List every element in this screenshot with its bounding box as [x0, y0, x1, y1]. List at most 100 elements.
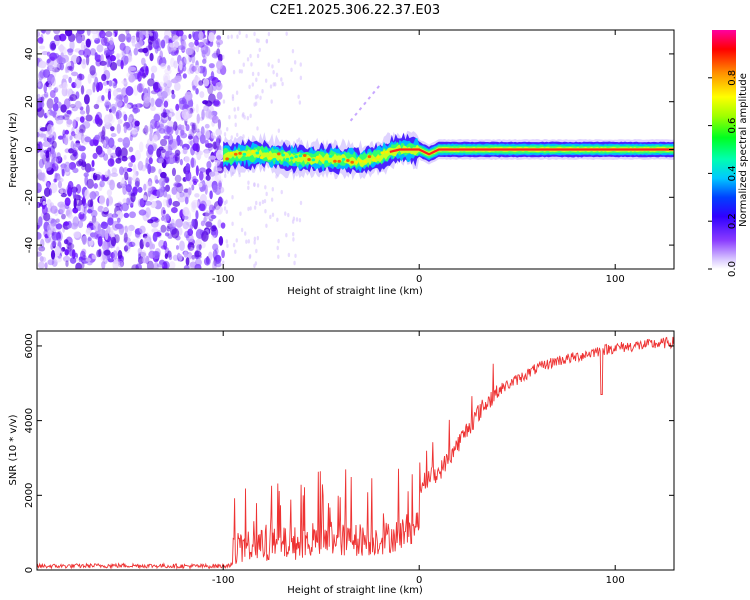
noise-blob	[89, 139, 95, 147]
harmonic-streak	[349, 84, 381, 122]
noise-blob	[48, 60, 57, 71]
noise-blob	[171, 228, 180, 239]
noise-blob	[62, 82, 68, 90]
noise-blob	[156, 125, 162, 132]
noise-blob	[150, 97, 155, 107]
noise-blob	[211, 115, 219, 124]
noise-blob	[179, 240, 185, 252]
noise-blob	[125, 121, 133, 131]
noise-blob	[168, 261, 176, 269]
noise-blob	[99, 30, 106, 39]
noise-blob	[264, 209, 267, 214]
noise-blob	[107, 158, 115, 167]
noise-blob	[37, 201, 40, 209]
noise-blob	[123, 167, 129, 174]
noise-blob	[170, 46, 177, 52]
noise-blob	[130, 192, 136, 203]
noise-blob	[64, 137, 69, 146]
noise-blob	[199, 167, 206, 173]
noise-blob	[191, 53, 196, 64]
colorbar-tick-label: 0.2	[727, 213, 738, 229]
noise-blob	[272, 70, 275, 75]
noise-blob	[121, 202, 129, 212]
noise-blob	[122, 184, 127, 195]
noise-blob	[87, 199, 93, 208]
noise-blob	[208, 63, 215, 69]
noise-blob	[218, 197, 224, 205]
noise-blob	[151, 166, 155, 172]
noise-blob	[210, 214, 217, 220]
noise-blob	[136, 31, 141, 43]
noise-blob	[204, 46, 211, 57]
noise-blob	[287, 252, 291, 258]
noise-blob	[225, 209, 229, 214]
noise-blob	[80, 152, 87, 161]
noise-blob	[84, 189, 90, 200]
noise-blob	[238, 30, 241, 36]
noise-blob	[120, 60, 124, 70]
noise-blob	[123, 45, 131, 55]
noise-blob	[156, 188, 165, 198]
noise-blob	[265, 223, 268, 228]
noise-blob	[51, 231, 60, 241]
noise-blob	[43, 91, 49, 98]
noise-blob	[150, 105, 156, 111]
noise-blob	[222, 260, 225, 265]
noise-blob	[118, 33, 126, 43]
noise-blob	[38, 45, 46, 50]
noise-blob	[71, 81, 77, 89]
noise-blob	[215, 149, 224, 161]
top-x-axis-label: Height of straight line (km)	[287, 286, 423, 297]
noise-blob	[147, 178, 153, 187]
noise-blob	[168, 222, 177, 230]
noise-blob	[160, 206, 166, 218]
noise-blob	[236, 106, 240, 111]
noise-blob	[114, 202, 122, 208]
noise-blob	[256, 183, 260, 188]
colorbar-tick-label: 0.6	[727, 118, 738, 134]
noise-blob	[66, 110, 73, 116]
noise-blob	[54, 254, 63, 263]
noise-blob	[41, 204, 48, 215]
noise-blob	[115, 224, 124, 230]
noise-blob	[108, 196, 114, 205]
noise-blob	[128, 162, 133, 168]
noise-blob	[256, 126, 259, 131]
noise-blob	[175, 73, 183, 83]
noise-blob	[180, 129, 185, 136]
noise-blob	[122, 198, 127, 204]
noise-blob	[122, 137, 131, 149]
noise-blob	[160, 148, 166, 154]
noise-blob	[253, 182, 256, 187]
noise-blob	[63, 154, 67, 161]
noise-blob	[264, 185, 267, 190]
noise-blob	[118, 261, 124, 268]
band-hotspot	[277, 152, 281, 156]
noise-blob	[110, 133, 117, 138]
noise-blob	[75, 133, 82, 141]
noise-blob	[128, 116, 133, 123]
band-hotspot	[242, 152, 247, 156]
noise-blob	[205, 109, 212, 119]
noise-blob	[195, 120, 199, 132]
noise-blob	[205, 180, 213, 188]
noise-blob	[97, 131, 104, 143]
noise-blob	[149, 124, 154, 135]
band-hotspot	[233, 152, 238, 156]
noise-blob	[137, 186, 143, 193]
noise-blob	[52, 102, 59, 112]
noise-blob	[137, 160, 144, 171]
noise-blob	[83, 206, 87, 216]
noise-blob	[90, 209, 98, 218]
noise-blob	[162, 209, 166, 214]
noise-blob	[285, 31, 288, 36]
noise-blob	[182, 34, 187, 41]
noise-blob	[123, 113, 128, 122]
noise-blob	[132, 186, 138, 195]
noise-blob	[281, 81, 284, 87]
noise-blob	[94, 173, 101, 181]
noise-blob	[218, 180, 222, 190]
noise-blob	[223, 132, 227, 137]
noise-blob	[193, 180, 197, 186]
noise-blob	[222, 54, 225, 60]
